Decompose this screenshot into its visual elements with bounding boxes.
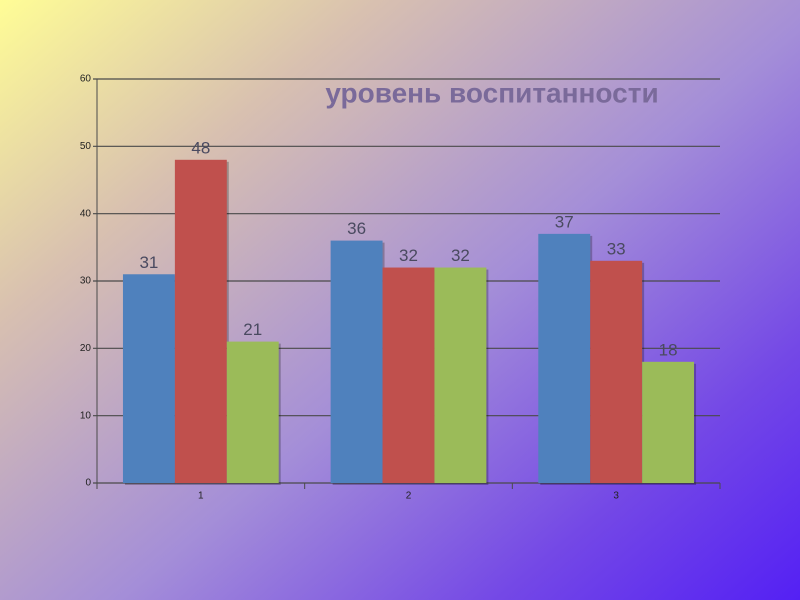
y-tick-label: 0 — [85, 478, 91, 489]
value-label: 48 — [191, 138, 210, 157]
value-label: 31 — [139, 253, 158, 272]
bar — [642, 361, 695, 483]
chart-title: уровень воспитанности — [325, 77, 658, 108]
bar — [226, 341, 279, 483]
y-tick-label: 10 — [80, 410, 92, 421]
bar — [174, 159, 227, 484]
bar — [330, 240, 383, 483]
y-tick-label: 30 — [80, 276, 92, 287]
x-tick-label: 2 — [406, 491, 412, 502]
bar — [590, 260, 643, 483]
value-label: 32 — [399, 246, 418, 265]
bar — [538, 233, 591, 483]
bar — [122, 274, 175, 483]
y-tick-label: 20 — [80, 343, 92, 354]
value-label: 33 — [607, 239, 626, 258]
x-tick-label: 3 — [613, 491, 619, 502]
value-label: 37 — [555, 212, 574, 231]
value-label: 21 — [243, 320, 262, 339]
y-tick-label: 60 — [80, 74, 92, 85]
bar — [382, 267, 435, 483]
y-tick-label: 50 — [80, 141, 92, 152]
value-label: 18 — [659, 340, 678, 359]
bar — [434, 267, 487, 483]
y-tick-label: 40 — [80, 208, 92, 219]
value-label: 36 — [347, 219, 366, 238]
x-tick-label: 1 — [198, 491, 204, 502]
value-label: 32 — [451, 246, 470, 265]
